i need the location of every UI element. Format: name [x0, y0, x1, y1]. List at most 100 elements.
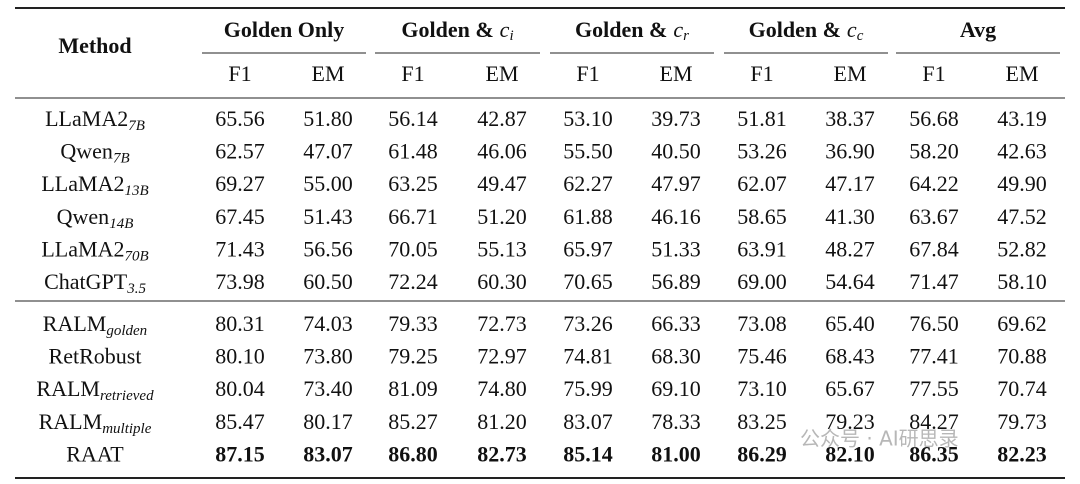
cell-value: 85.47	[215, 409, 265, 434]
cell-value: 82.23	[997, 441, 1047, 466]
cell-value: 65.40	[825, 311, 875, 336]
cell-value: 66.33	[651, 311, 701, 336]
cell-value: 47.52	[997, 204, 1047, 229]
method-sub: golden	[106, 323, 147, 339]
cell-value: 72.97	[477, 344, 527, 369]
cell-value: 61.88	[563, 204, 613, 229]
method-base: RALM	[39, 409, 103, 434]
cell-value: 55.00	[303, 171, 353, 196]
cell-value: 67.84	[909, 236, 959, 261]
method-sub: 7B	[128, 118, 145, 134]
cell-value: 80.10	[215, 344, 265, 369]
cell-value: 78.33	[651, 409, 701, 434]
method-base: RetRobust	[49, 344, 142, 369]
cell-value: 61.48	[388, 139, 438, 164]
cell-value: 83.25	[737, 409, 787, 434]
cell-value: 65.56	[215, 106, 265, 131]
method-name: Qwen7B	[60, 139, 129, 167]
cell-value: 73.26	[563, 311, 613, 336]
cell-value: 84.27	[909, 409, 959, 434]
cell-value: 56.56	[303, 236, 353, 261]
metric-header: F1	[922, 61, 945, 86]
metric-header: EM	[486, 61, 519, 86]
cell-value: 63.67	[909, 204, 959, 229]
cell-value: 69.10	[651, 376, 701, 401]
cell-value: 73.40	[303, 376, 353, 401]
cell-value: 72.73	[477, 311, 527, 336]
metric-header: EM	[660, 61, 693, 86]
group-label: Golden Only	[224, 17, 344, 42]
method-sub: 7B	[113, 151, 130, 167]
cell-value: 72.24	[388, 269, 438, 294]
metric-header: F1	[401, 61, 424, 86]
group-label: Golden &	[401, 17, 493, 42]
method-base: LLaMA2	[41, 236, 124, 261]
cell-value: 51.80	[303, 106, 353, 131]
cell-value: 82.10	[825, 441, 875, 466]
cell-value: 36.90	[825, 139, 875, 164]
cell-value: 52.82	[997, 236, 1047, 261]
cell-value: 62.57	[215, 139, 265, 164]
method-name: RetRobust	[49, 344, 142, 369]
cell-value: 85.14	[563, 441, 613, 466]
cell-value: 40.50	[651, 139, 701, 164]
group-header: Golden & ci	[401, 17, 513, 44]
group-sub: c	[857, 28, 864, 44]
cell-value: 51.43	[303, 204, 353, 229]
metric-header: F1	[750, 61, 773, 86]
group-var: c	[500, 17, 510, 42]
group-label: Golden &	[575, 17, 667, 42]
cell-value: 79.73	[997, 409, 1047, 434]
method-name: RALMmultiple	[39, 409, 152, 437]
cell-value: 63.91	[737, 236, 787, 261]
cell-value: 86.29	[737, 441, 787, 466]
group-var: c	[673, 17, 683, 42]
method-name: RAAT	[66, 441, 124, 466]
cell-value: 71.47	[909, 269, 959, 294]
cell-value: 48.27	[825, 236, 875, 261]
watermark: 公众号 · AI研思录	[800, 427, 959, 451]
metric-header: F1	[576, 61, 599, 86]
cell-value: 80.17	[303, 409, 353, 434]
cell-value: 58.20	[909, 139, 959, 164]
method-name: RALMgolden	[43, 311, 147, 339]
cell-value: 73.98	[215, 269, 265, 294]
cell-value: 65.97	[563, 236, 613, 261]
method-base: Qwen	[57, 204, 110, 229]
cell-value: 56.89	[651, 269, 701, 294]
cell-value: 63.25	[388, 171, 438, 196]
cell-value: 47.17	[825, 171, 875, 196]
cell-value: 49.90	[997, 171, 1047, 196]
metric-header: EM	[1006, 61, 1039, 86]
cell-value: 46.16	[651, 204, 701, 229]
method-base: LLaMA2	[41, 171, 124, 196]
cell-value: 70.65	[563, 269, 613, 294]
method-sub: multiple	[102, 421, 152, 437]
cell-value: 64.22	[909, 171, 959, 196]
column-header: Method	[58, 33, 131, 58]
cell-value: 58.65	[737, 204, 787, 229]
cell-value: 79.25	[388, 344, 438, 369]
cell-value: 71.43	[215, 236, 265, 261]
cell-value: 66.71	[388, 204, 438, 229]
method-name: RALMretrieved	[36, 376, 154, 404]
cell-value: 80.04	[215, 376, 265, 401]
cell-value: 77.55	[909, 376, 959, 401]
cell-value: 47.97	[651, 171, 701, 196]
method-sub: retrieved	[100, 389, 154, 405]
cell-value: 38.37	[825, 106, 875, 131]
method-base: ChatGPT	[44, 269, 128, 294]
method-name: LLaMA270B	[41, 236, 148, 264]
cell-value: 75.46	[737, 344, 787, 369]
cell-value: 56.14	[388, 106, 438, 131]
cell-value: 70.05	[388, 236, 438, 261]
cell-value: 85.27	[388, 409, 438, 434]
cell-value: 62.27	[563, 171, 613, 196]
method-sub: 3.5	[126, 281, 146, 297]
group-header: Golden & cr	[575, 17, 689, 44]
cell-value: 77.41	[909, 344, 959, 369]
cell-value: 75.99	[563, 376, 613, 401]
method-base: Qwen	[60, 139, 113, 164]
cell-value: 74.03	[303, 311, 353, 336]
method-sub: 14B	[109, 216, 133, 232]
